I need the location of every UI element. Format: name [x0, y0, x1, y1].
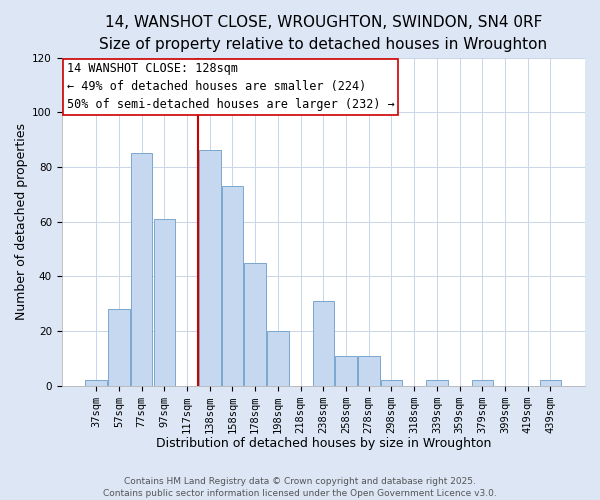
Y-axis label: Number of detached properties: Number of detached properties: [15, 123, 28, 320]
Bar: [199, 150, 221, 386]
Bar: [380, 380, 402, 386]
Bar: [244, 262, 266, 386]
Bar: [221, 186, 243, 386]
Text: Contains HM Land Registry data © Crown copyright and database right 2025.
Contai: Contains HM Land Registry data © Crown c…: [103, 476, 497, 498]
Bar: [108, 309, 130, 386]
Bar: [472, 380, 493, 386]
Text: 14 WANSHOT CLOSE: 128sqm
← 49% of detached houses are smaller (224)
50% of semi-: 14 WANSHOT CLOSE: 128sqm ← 49% of detach…: [67, 62, 395, 112]
X-axis label: Distribution of detached houses by size in Wroughton: Distribution of detached houses by size …: [155, 437, 491, 450]
Bar: [85, 380, 107, 386]
Bar: [539, 380, 561, 386]
Bar: [426, 380, 448, 386]
Bar: [131, 153, 152, 386]
Bar: [335, 356, 357, 386]
Bar: [313, 301, 334, 386]
Bar: [358, 356, 380, 386]
Title: 14, WANSHOT CLOSE, WROUGHTON, SWINDON, SN4 0RF
Size of property relative to deta: 14, WANSHOT CLOSE, WROUGHTON, SWINDON, S…: [99, 15, 547, 52]
Bar: [267, 331, 289, 386]
Bar: [154, 219, 175, 386]
